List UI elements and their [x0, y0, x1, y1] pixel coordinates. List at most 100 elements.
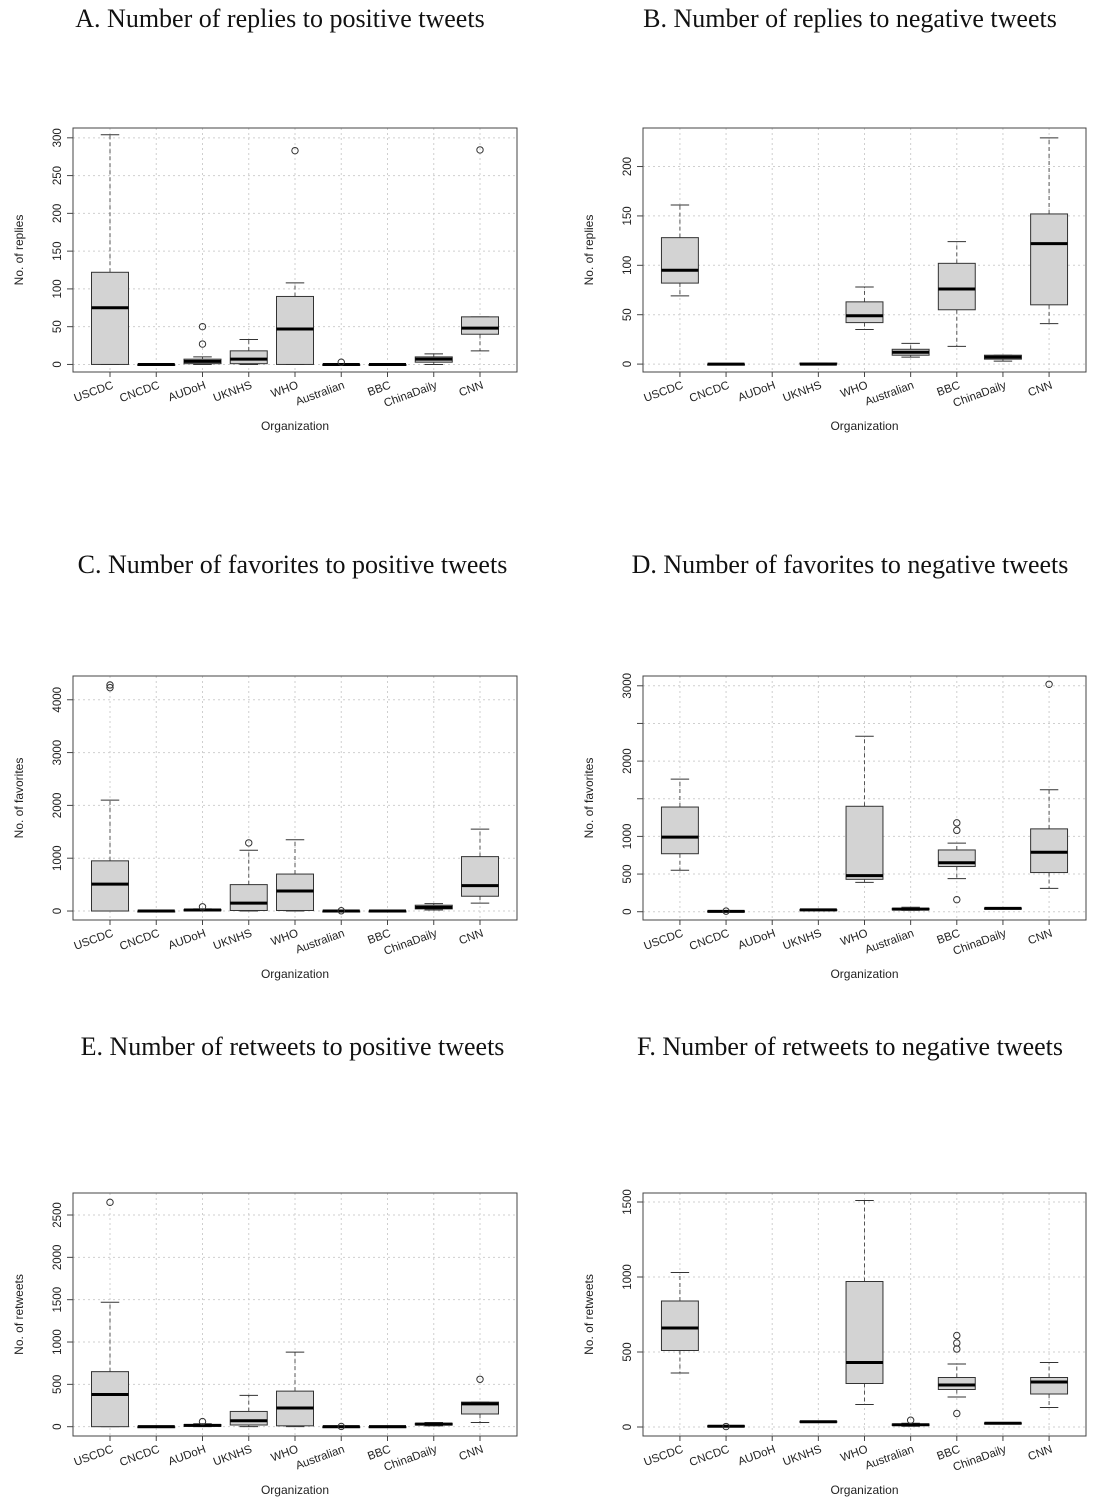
x-tick-label: ChinaDaily	[952, 927, 1009, 957]
y-axis-label: No. of retweets	[12, 1274, 26, 1355]
box-chinadaily	[983, 906, 1022, 910]
x-tick-label: USCDC	[72, 1444, 115, 1469]
y-tick-label: 3000	[622, 673, 634, 699]
box-who	[276, 146, 314, 365]
y-tick-label: 1000	[622, 824, 634, 850]
x-tick-label: UKNHS	[781, 1443, 823, 1468]
box-iqr	[845, 805, 884, 880]
y-tick-label: 0	[52, 908, 64, 914]
x-axis-label: Organization	[830, 1483, 898, 1497]
y-tick-label: 500	[622, 1342, 634, 1361]
y-tick-label: 200	[52, 204, 64, 223]
box-iqr	[937, 262, 976, 311]
outlier-point	[953, 1409, 961, 1418]
box-iqr	[229, 884, 268, 911]
x-tick-label: CNCDC	[688, 380, 731, 405]
x-axis-label: Organization	[830, 419, 898, 433]
box-chinadaily	[414, 353, 453, 365]
x-tick-label: Australian	[294, 380, 346, 409]
x-axis-label: Organization	[261, 419, 329, 433]
box-who	[845, 286, 884, 331]
chart-d: 0 500 1000 2000 3000 No. of favorites USCDC CNC…	[582, 673, 1087, 981]
y-tick-label: 100	[52, 279, 64, 298]
x-tick-label: CNN	[458, 1444, 486, 1464]
outlier-point	[106, 1198, 114, 1207]
box-iqr	[1030, 1377, 1069, 1395]
box-uknhs	[229, 839, 268, 912]
y-tick-label: 300	[52, 128, 64, 147]
x-tick-label: USCDC	[72, 928, 115, 953]
y-tick-label: 0	[52, 1423, 64, 1429]
box-iqr	[660, 1300, 699, 1351]
panel-title-d: D. Number of favorites to negative tweet…	[631, 550, 1069, 579]
box-bbc	[368, 1425, 407, 1429]
box-bbc	[937, 819, 976, 904]
y-tick-label: 100	[622, 256, 634, 275]
outlier-point	[953, 895, 961, 904]
x-tick-label: CNCDC	[118, 1444, 161, 1469]
y-tick-label: 2500	[52, 1202, 64, 1228]
box-who	[276, 839, 314, 912]
box-uknhs	[229, 1394, 268, 1428]
box-iqr	[845, 301, 884, 324]
x-axis-label: Organization	[830, 967, 898, 981]
outlier-point	[337, 358, 345, 366]
x-axis-label: Organization	[261, 1483, 329, 1497]
x-tick-label: UKNHS	[781, 379, 823, 404]
box-cncdc	[137, 1425, 176, 1429]
x-tick-label: CNCDC	[688, 1444, 731, 1469]
box-uscdc	[660, 1272, 699, 1374]
outlier-point	[198, 1417, 207, 1426]
y-tick-label: 1500	[52, 1287, 64, 1313]
y-tick-label: 0	[622, 361, 634, 367]
outlier-point	[291, 146, 299, 155]
x-axis-label: Organization	[261, 967, 329, 981]
box-uscdc	[91, 1198, 129, 1428]
box-iqr	[229, 1410, 268, 1426]
box-audoh	[183, 1417, 222, 1428]
y-tick-label: 0	[52, 361, 64, 367]
x-tick-label: UKNHS	[781, 927, 823, 952]
box-australian	[322, 1422, 361, 1431]
outlier-point	[1045, 680, 1053, 688]
chart-a: 0 50 100 150 200 250 300 No. of replies USCDC CNC…	[12, 127, 518, 433]
box-uscdc	[660, 778, 699, 871]
chart-e: 0 500 1000 1500 2000 2500 No. of retweets USCDC…	[12, 1192, 518, 1497]
y-tick-label: 2000	[52, 1245, 64, 1271]
box-bbc	[937, 1331, 976, 1418]
x-tick-label: ChinaDaily	[952, 379, 1009, 409]
box-iqr	[229, 350, 268, 365]
x-tick-label: USCDC	[642, 380, 685, 405]
y-tick-label: 500	[622, 864, 634, 883]
box-cnn	[1030, 137, 1069, 325]
box-australian	[891, 1416, 930, 1427]
y-tick-label: 150	[622, 206, 634, 225]
box-australian	[891, 906, 930, 911]
y-tick-label: 0	[622, 1424, 634, 1430]
y-tick-label: 1000	[52, 845, 64, 871]
box-cncdc	[707, 907, 746, 915]
box-chinadaily	[414, 903, 453, 911]
outlier-point	[953, 819, 961, 827]
box-cnn	[1030, 680, 1069, 889]
box-australian	[322, 907, 361, 915]
box-who	[845, 1200, 884, 1405]
y-tick-label: 50	[622, 308, 634, 321]
box-chinadaily	[983, 354, 1022, 362]
x-tick-label: CNN	[458, 928, 486, 948]
box-cncdc	[137, 362, 176, 366]
y-tick-label: 2000	[622, 748, 634, 774]
box-iqr	[91, 271, 129, 365]
x-tick-label: AUDoH	[736, 1444, 777, 1469]
box-bbc	[368, 909, 407, 913]
x-tick-label: CNN	[458, 380, 486, 400]
outlier-point	[337, 1422, 345, 1431]
x-tick-label: AUDoH	[167, 928, 208, 953]
box-australian	[322, 358, 361, 366]
outlier-point	[198, 903, 207, 911]
y-axis-label: No. of favorites	[582, 758, 596, 839]
x-tick-label: Australian	[294, 1444, 346, 1473]
outlier-point	[953, 1339, 961, 1347]
x-tick-label: AUDoH	[736, 928, 777, 953]
